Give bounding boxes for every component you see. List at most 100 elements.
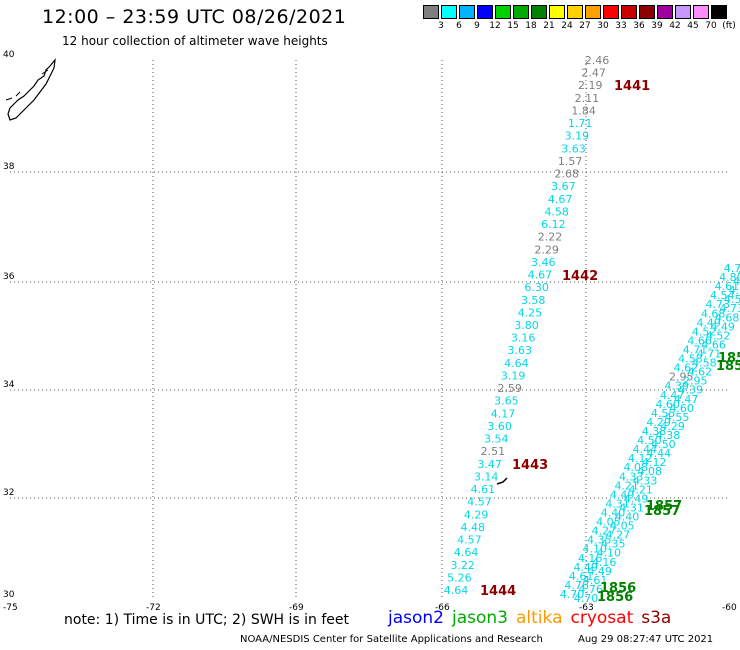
swh-value-label: 4.29 — [660, 420, 685, 433]
swh-value-label: 4.29 — [464, 508, 489, 521]
longitude-label: -75 — [3, 603, 18, 613]
swh-value-label: 4.70 — [560, 588, 585, 601]
swh-value-label: 4.17 — [491, 407, 516, 420]
swh-value-label: 4.29 — [646, 416, 671, 429]
swh-value-label: 2.11 — [575, 92, 600, 105]
swh-value-label: 4.12 — [642, 456, 667, 469]
color-scale-label: 21 — [543, 21, 555, 31]
swh-value-label: 4.67 — [548, 193, 573, 206]
swh-value-label: 4.71 — [697, 348, 722, 361]
satellite-legend-item: jason3 — [452, 608, 508, 628]
swh-value-label: 4.73 — [706, 298, 731, 311]
swh-value-label: 4.62 — [674, 362, 699, 375]
satellite-legend: jason2 jason3 altika cryosat s3a — [388, 608, 679, 628]
swh-value-label: 4.76 — [578, 583, 603, 596]
color-swatch — [459, 5, 475, 19]
swh-value-label: 6.12 — [541, 218, 566, 231]
swh-value-label: 4.38 — [642, 425, 667, 438]
swh-value-label: 4.49 — [710, 320, 735, 333]
swh-value-label: 4.40 — [615, 511, 640, 524]
track-time-label: 1856 — [600, 581, 636, 596]
swh-value-label: 4.25 — [518, 306, 543, 319]
swh-value-label: 4.66 — [687, 334, 712, 347]
swh-value-label: 4.31 — [605, 497, 630, 510]
color-swatch — [441, 5, 457, 19]
swh-value-label: 3.60 — [487, 420, 512, 433]
swh-value-label: 4.76 — [564, 579, 589, 592]
color-scale-label: 12 — [489, 21, 501, 31]
swh-value-label: 4.35 — [587, 534, 612, 547]
color-swatch — [549, 5, 565, 19]
color-scale-label: 27 — [579, 21, 591, 31]
swh-value-label: 4.80 — [733, 275, 740, 288]
swh-value-label: 4.49 — [610, 488, 635, 501]
swh-value-label: 3.19 — [501, 370, 526, 383]
color-scale-label: 6 — [456, 21, 462, 31]
swh-value-label: 4.54 — [724, 293, 740, 306]
latitude-label: 38 — [3, 162, 15, 172]
swh-value-label: 4.70 — [574, 592, 599, 605]
swh-value-label: 4.08 — [638, 465, 663, 478]
color-scale-label: 9 — [474, 21, 480, 31]
color-swatch — [495, 5, 511, 19]
color-scale-label: 3 — [438, 21, 444, 31]
swh-value-label: 4.49 — [696, 316, 721, 329]
swh-value-label: 4.67 — [528, 269, 553, 282]
swh-value-label: 4.64 — [444, 584, 469, 597]
swh-value-label: 4.21 — [628, 483, 653, 496]
swh-value-label: 1.57 — [558, 155, 583, 168]
swh-value-label: 5.26 — [447, 571, 472, 584]
swh-value-label: 4.57 — [457, 534, 482, 547]
swh-value-label: 4.47 — [674, 393, 699, 406]
color-scale-label: 70 — [705, 21, 717, 31]
swh-value-label: 2.59 — [497, 382, 522, 395]
swh-value-label: 3.22 — [450, 559, 475, 572]
swh-value-label: 4.27 — [606, 529, 631, 542]
swh-value-label: 4.16 — [592, 556, 617, 569]
swh-value-label: 4.35 — [601, 538, 626, 551]
longitude-label: -66 — [435, 603, 450, 613]
swh-value-label: 3.46 — [531, 256, 556, 269]
color-scale-label: (ft) — [722, 21, 736, 31]
swh-value-label: 4.61 — [471, 483, 496, 496]
swh-value-label: 4.58 — [692, 357, 717, 370]
swh-value-label: 3.67 — [551, 180, 576, 193]
swh-value-label: 4.27 — [592, 525, 617, 538]
swh-value-label: 4.33 — [633, 474, 658, 487]
swh-value-label: 2.19 — [578, 79, 603, 92]
track-time-label: 1857 — [644, 504, 680, 519]
track-time-label: 1856 — [597, 590, 633, 605]
swh-value-label: 4.61 — [583, 574, 608, 587]
color-swatch — [531, 5, 547, 19]
color-scale-label: 18 — [525, 21, 537, 31]
swh-value-label: 3.63 — [561, 142, 586, 155]
swh-value-label: 3.14 — [474, 470, 499, 483]
swh-value-label: 3.54 — [484, 433, 509, 446]
swh-value-label: 4.50 — [637, 434, 662, 447]
swh-value-label: 4.39 — [665, 380, 690, 393]
swh-value-label: 4.31 — [619, 501, 644, 514]
swh-value-label: 6.30 — [524, 281, 549, 294]
swh-value-label: 3.63 — [508, 344, 533, 357]
latitude-label: 34 — [3, 380, 15, 390]
swh-value-label: 4.61 — [569, 570, 594, 583]
swh-value-label: 4.40 — [601, 507, 626, 520]
swh-value-label: 4.58 — [678, 353, 703, 366]
swh-value-label: 4.73 — [720, 302, 740, 315]
color-scale-label: 24 — [561, 21, 573, 31]
map-subtitle: 12 hour collection of altimeter wave hei… — [62, 34, 328, 48]
color-scale-label: 42 — [669, 21, 681, 31]
color-swatch — [585, 5, 601, 19]
swh-value-label: 4.12 — [628, 452, 653, 465]
swh-value-label: 4.50 — [651, 438, 676, 451]
coastline-islands — [5, 69, 49, 101]
swh-value-label: 3.19 — [565, 130, 590, 143]
swh-value-label: 4.49 — [624, 492, 649, 505]
swh-value-label: 2.46 — [585, 54, 610, 67]
swh-value-label: 4.16 — [578, 552, 603, 565]
satellite-legend-item: jason2 — [388, 608, 444, 628]
credit-line: NOAA/NESDIS Center for Satellite Applica… — [240, 634, 543, 645]
swh-value-label: 3.65 — [494, 395, 519, 408]
swh-value-label: 3.58 — [521, 294, 546, 307]
